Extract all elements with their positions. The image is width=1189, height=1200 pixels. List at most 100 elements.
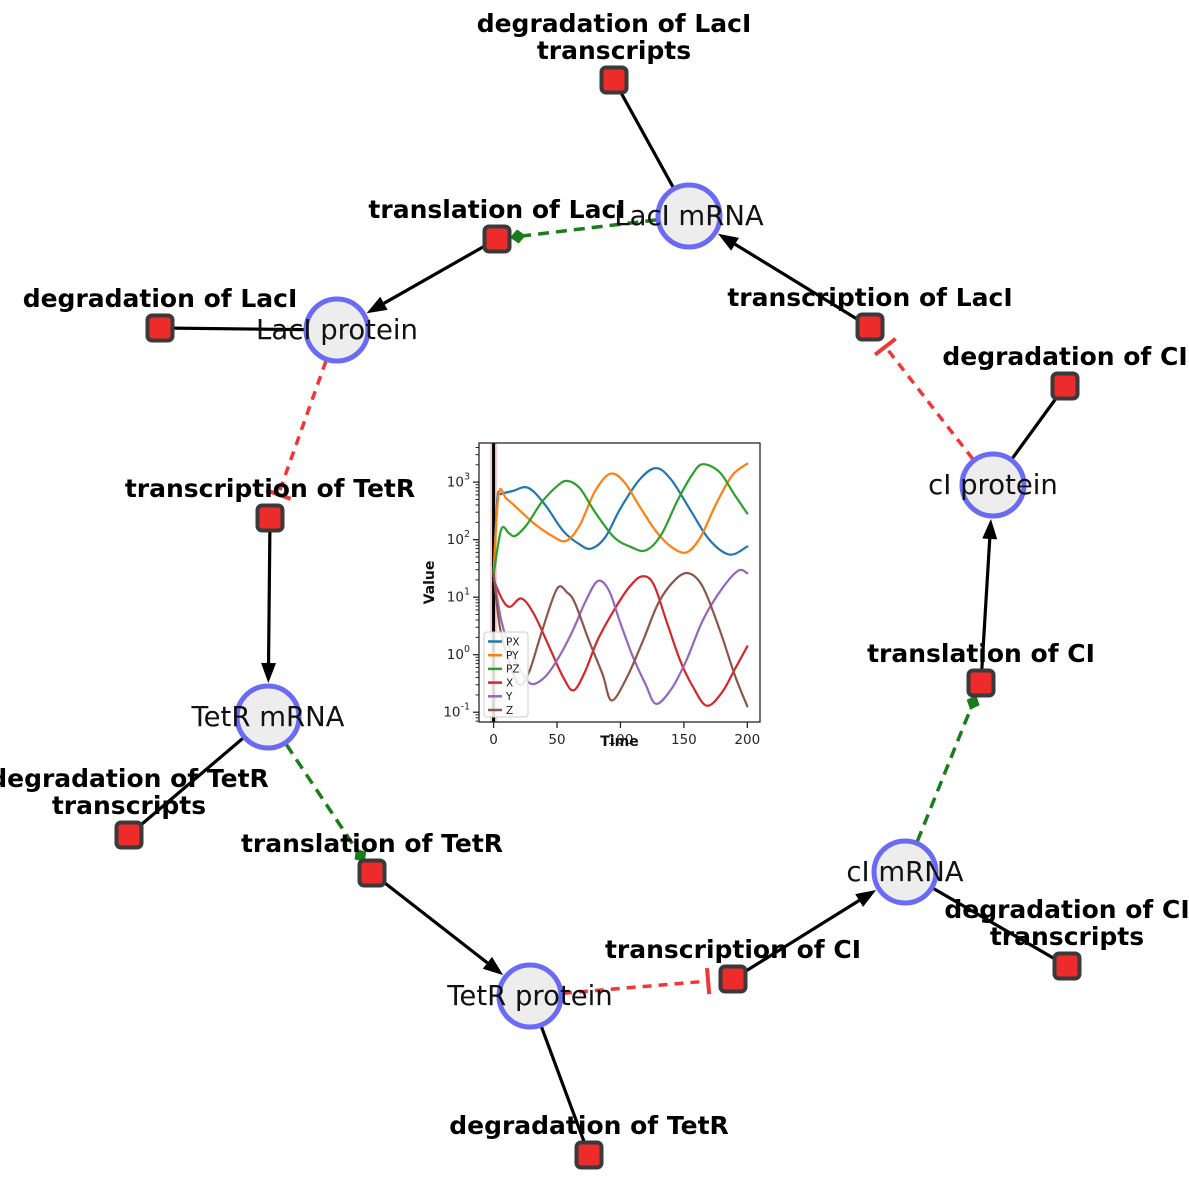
reaction-label-deg_tetR_transcripts: degradation of TetR xyxy=(0,764,269,793)
edge-tl_cI-cI_protein-production-line xyxy=(979,538,992,684)
y-tick-base: 10 xyxy=(447,475,464,491)
edge-tr_cI-cI_mRNA-arrowhead-icon xyxy=(855,889,877,907)
species-label-tetR_protein: TetR protein xyxy=(446,980,612,1012)
y-tick-label: 100 xyxy=(447,644,470,663)
edge-cI_protein-tr_lacI-tee-bar-icon xyxy=(873,337,897,357)
edge-tl_lacI-lacI_protein-production-line xyxy=(383,237,498,305)
reaction-node-tl_tetR[interactable] xyxy=(357,858,387,888)
legend-label-X: X xyxy=(506,677,513,689)
reaction-node-tl_lacI[interactable] xyxy=(482,224,512,254)
reaction-nodes-layer xyxy=(114,65,1082,1170)
y-tick-base: 10 xyxy=(447,532,464,548)
y-tick-exponent: 3 xyxy=(464,472,470,483)
edge-cI_mRNA-tl_cI-modifier-line xyxy=(915,707,973,843)
y-tick-label: 101 xyxy=(447,587,470,606)
y-tick-exponent: 2 xyxy=(464,529,470,540)
x-axis-label: Time xyxy=(600,734,638,750)
series-curve-PY xyxy=(492,462,749,576)
x-tick-label: 0 xyxy=(489,732,498,748)
species-node-lacI_mRNA[interactable] xyxy=(655,182,723,250)
edge-tetR_protein-tr_cI-tee-bar-icon xyxy=(705,967,712,995)
reaction-label-deg_lacI: degradation of LacI xyxy=(23,284,298,313)
species-label-cI_protein: cI protein xyxy=(928,469,1058,501)
series-curve-PZ xyxy=(492,463,749,576)
reaction-label-tl_lacI: translation of LacI xyxy=(368,195,625,224)
legend-label-Z: Z xyxy=(506,705,513,717)
series-curve-Y xyxy=(492,568,749,705)
y-tick-label: 103 xyxy=(447,472,470,491)
reaction-node-deg_tetR_transcripts[interactable] xyxy=(114,820,144,850)
legend-label-PY: PY xyxy=(506,650,519,662)
y-tick-exponent: 1 xyxy=(464,587,470,598)
species-label-lacI_protein: LacI protein xyxy=(256,314,418,346)
edge-cI_mRNA-tl_cI-diamond-arrowhead-icon xyxy=(966,695,980,710)
series-curve-X xyxy=(492,575,749,707)
edge-tetR_protein-tr_cI-inhibition-line xyxy=(562,979,709,995)
series-curve-PX xyxy=(492,466,749,576)
species-node-tetR_protein[interactable] xyxy=(496,962,564,1030)
species-node-cI_protein[interactable] xyxy=(959,451,1027,519)
reaction-label-deg_cI_transcripts: degradation of CI xyxy=(944,895,1189,924)
x-tick-label: 150 xyxy=(671,732,697,748)
legend-label-PX: PX xyxy=(506,636,520,648)
reaction-node-deg_lacI_transcripts[interactable] xyxy=(599,65,629,95)
reaction-label-deg_tetR: degradation of TetR xyxy=(449,1111,729,1140)
reaction-label-deg_lacI_transcripts: transcripts xyxy=(537,36,691,65)
reaction-label-tr_cI: transcription of CI xyxy=(605,935,861,964)
reaction-label-deg_cI_transcripts: transcripts xyxy=(990,922,1144,951)
species-node-tetR_mRNA[interactable] xyxy=(234,683,302,751)
edge-lacI_mRNA-tl_lacI-diamond-arrowhead-icon xyxy=(509,229,526,244)
x-tick-label: 50 xyxy=(548,732,565,748)
x-tick-label: 200 xyxy=(734,732,760,748)
species-label-lacI_mRNA: LacI mRNA xyxy=(614,200,764,232)
y-tick-base: 10 xyxy=(447,590,464,606)
reaction-node-deg_cI_transcripts[interactable] xyxy=(1052,951,1082,981)
edge-tr_lacI-lacI_mRNA-arrowhead-icon xyxy=(717,233,739,251)
y-tick-label: 10-1 xyxy=(443,702,470,721)
legend-label-Y: Y xyxy=(505,691,513,703)
x-tick-label: 100 xyxy=(608,732,634,748)
edge-lacI_protein-tr_tetR-inhibition-line xyxy=(276,360,328,496)
species-nodes-layer xyxy=(234,182,1027,1030)
reaction-node-tr_lacI[interactable] xyxy=(855,312,885,342)
legend-label-PZ: PZ xyxy=(506,664,520,676)
species-label-tetR_mRNA: TetR mRNA xyxy=(191,701,345,733)
reaction-node-deg_cI[interactable] xyxy=(1050,371,1080,401)
reaction-label-tl_cI: translation of CI xyxy=(867,639,1095,668)
y-axis-label: Value xyxy=(422,561,438,605)
edge-tr_lacI-lacI_mRNA-production-line xyxy=(734,242,871,329)
edge-tr_tetR-tetR_mRNA-arrowhead-icon xyxy=(261,662,277,684)
reaction-node-tl_cI[interactable] xyxy=(966,668,996,698)
edge-tr_tetR-tetR_mRNA-production-line xyxy=(266,517,272,664)
y-tick-exponent: -1 xyxy=(461,702,470,713)
edge-tr_cI-cI_mRNA-production-line xyxy=(732,899,860,981)
edge-tl_cI-cI_protein-arrowhead-icon xyxy=(982,518,998,540)
labels-layer: degradation of LacItranscriptstranslatio… xyxy=(0,9,1189,1140)
edge-tetR_mRNA-tl_tetR-modifier-line xyxy=(284,743,359,852)
reaction-node-tr_cI[interactable] xyxy=(718,964,748,994)
edge-cI_protein-tr_lacI-inhibition-line xyxy=(883,345,975,461)
reaction-label-deg_lacI_transcripts: degradation of LacI xyxy=(477,9,752,38)
edge-tl_tetR-tetR_protein-production-line xyxy=(371,871,489,965)
edge-lacI_protein-tr_tetR-tee-bar-icon xyxy=(265,488,292,501)
inset-chart: 0 50 100 150 20010310210110010-1TimeValuePXP… xyxy=(422,442,761,750)
series-curve-Z xyxy=(492,571,749,708)
y-tick-base: 10 xyxy=(447,647,464,663)
chart-curves xyxy=(492,462,749,708)
chart-frame xyxy=(478,442,761,723)
reaction-node-deg_lacI[interactable] xyxy=(145,313,175,343)
reaction-node-deg_tetR[interactable] xyxy=(574,1140,604,1170)
reaction-node-tr_tetR[interactable] xyxy=(255,503,285,533)
species-node-cI_mRNA[interactable] xyxy=(871,838,939,906)
species-node-lacI_protein[interactable] xyxy=(303,296,371,364)
reaction-label-deg_cI: degradation of CI xyxy=(942,342,1187,371)
edge-tl_tetR-tetR_protein-arrowhead-icon xyxy=(482,956,504,976)
reaction-label-deg_tetR_transcripts: transcripts xyxy=(52,791,206,820)
edge-tl_lacI-lacI_protein-arrowhead-icon xyxy=(366,296,388,314)
reaction-label-tr_lacI: transcription of LacI xyxy=(727,283,1012,312)
species-label-cI_mRNA: cI mRNA xyxy=(846,856,963,888)
y-tick-base: 10 xyxy=(443,705,460,721)
